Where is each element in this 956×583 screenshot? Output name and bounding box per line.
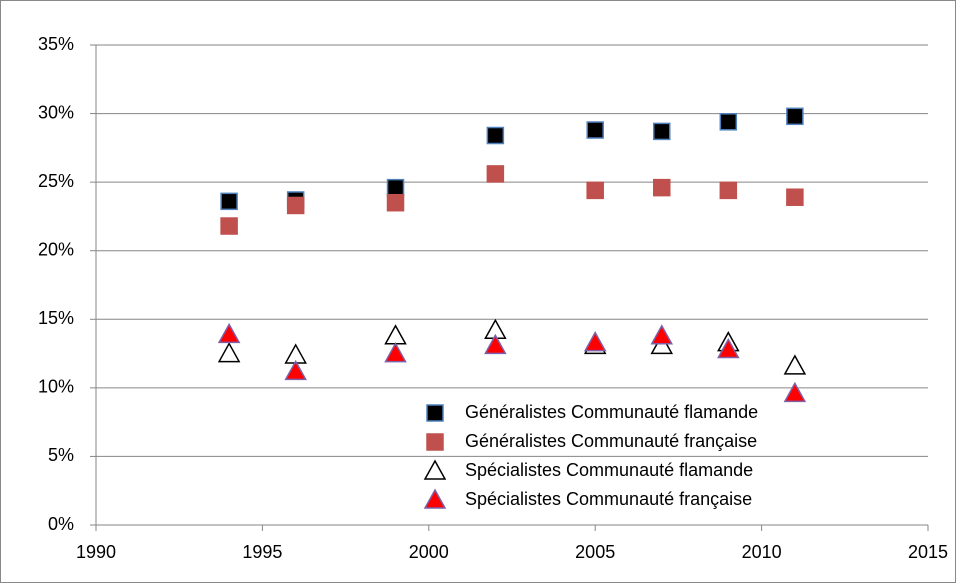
y-tick-label: 5% (48, 445, 74, 465)
point (386, 178, 405, 197)
point (717, 337, 740, 359)
x-tick-label: 2000 (409, 542, 449, 562)
point (719, 113, 738, 131)
point (217, 322, 241, 344)
legend-label: Généralistes Communauté flamande (465, 402, 758, 422)
point (783, 354, 807, 375)
point (786, 188, 804, 206)
point (384, 342, 407, 363)
point (286, 196, 305, 215)
point (386, 193, 405, 212)
y-tick-label: 0% (48, 514, 74, 534)
legend-label: Spécialistes Communauté française (465, 489, 752, 509)
point (220, 192, 238, 211)
y-tick-label: 10% (38, 377, 74, 397)
point (783, 381, 807, 403)
point (583, 331, 607, 352)
legend-label: Généralistes Communauté française (465, 431, 757, 451)
point (653, 122, 671, 141)
point (786, 107, 804, 126)
point (220, 217, 238, 235)
point (484, 333, 507, 355)
legend-marker (426, 433, 444, 451)
y-tick-label: 15% (38, 308, 74, 328)
x-tick-label: 2005 (575, 542, 615, 562)
point (650, 324, 674, 345)
y-tick-label: 20% (38, 239, 74, 259)
point (719, 181, 738, 200)
legend-marker (423, 488, 447, 509)
y-tick-label: 35% (38, 34, 74, 54)
point (486, 126, 505, 145)
point (586, 121, 604, 139)
x-tick-label: 2015 (908, 542, 948, 562)
point (653, 178, 671, 197)
point (284, 359, 307, 381)
legend-marker (426, 404, 444, 422)
x-tick-label: 1995 (242, 542, 282, 562)
legend-label: Spécialistes Communauté flamande (465, 460, 753, 480)
point (486, 165, 505, 183)
point (217, 342, 241, 363)
legend-marker (423, 459, 447, 480)
point (586, 181, 604, 200)
y-tick-label: 25% (38, 171, 74, 191)
x-tick-label: 1990 (76, 542, 116, 562)
x-tick-label: 2010 (742, 542, 782, 562)
y-tick-label: 30% (38, 102, 74, 122)
